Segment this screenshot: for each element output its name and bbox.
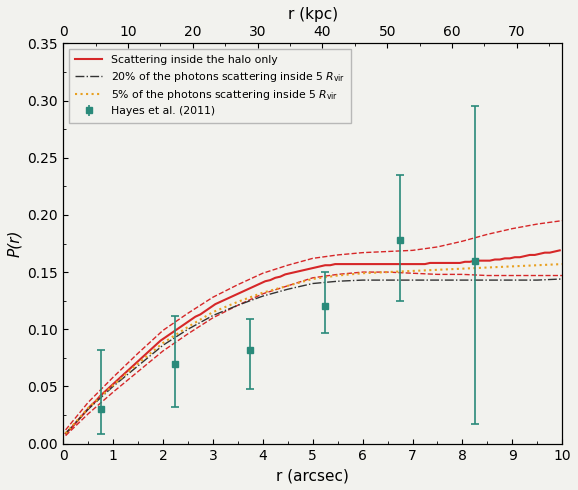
X-axis label: r (arcsec): r (arcsec) — [276, 468, 349, 483]
X-axis label: r (kpc): r (kpc) — [288, 7, 338, 22]
Legend: Scattering inside the halo only, 20% of the photons scattering inside 5 $R_{\rm : Scattering inside the halo only, 20% of … — [69, 49, 351, 123]
Y-axis label: P(r): P(r) — [7, 230, 22, 257]
